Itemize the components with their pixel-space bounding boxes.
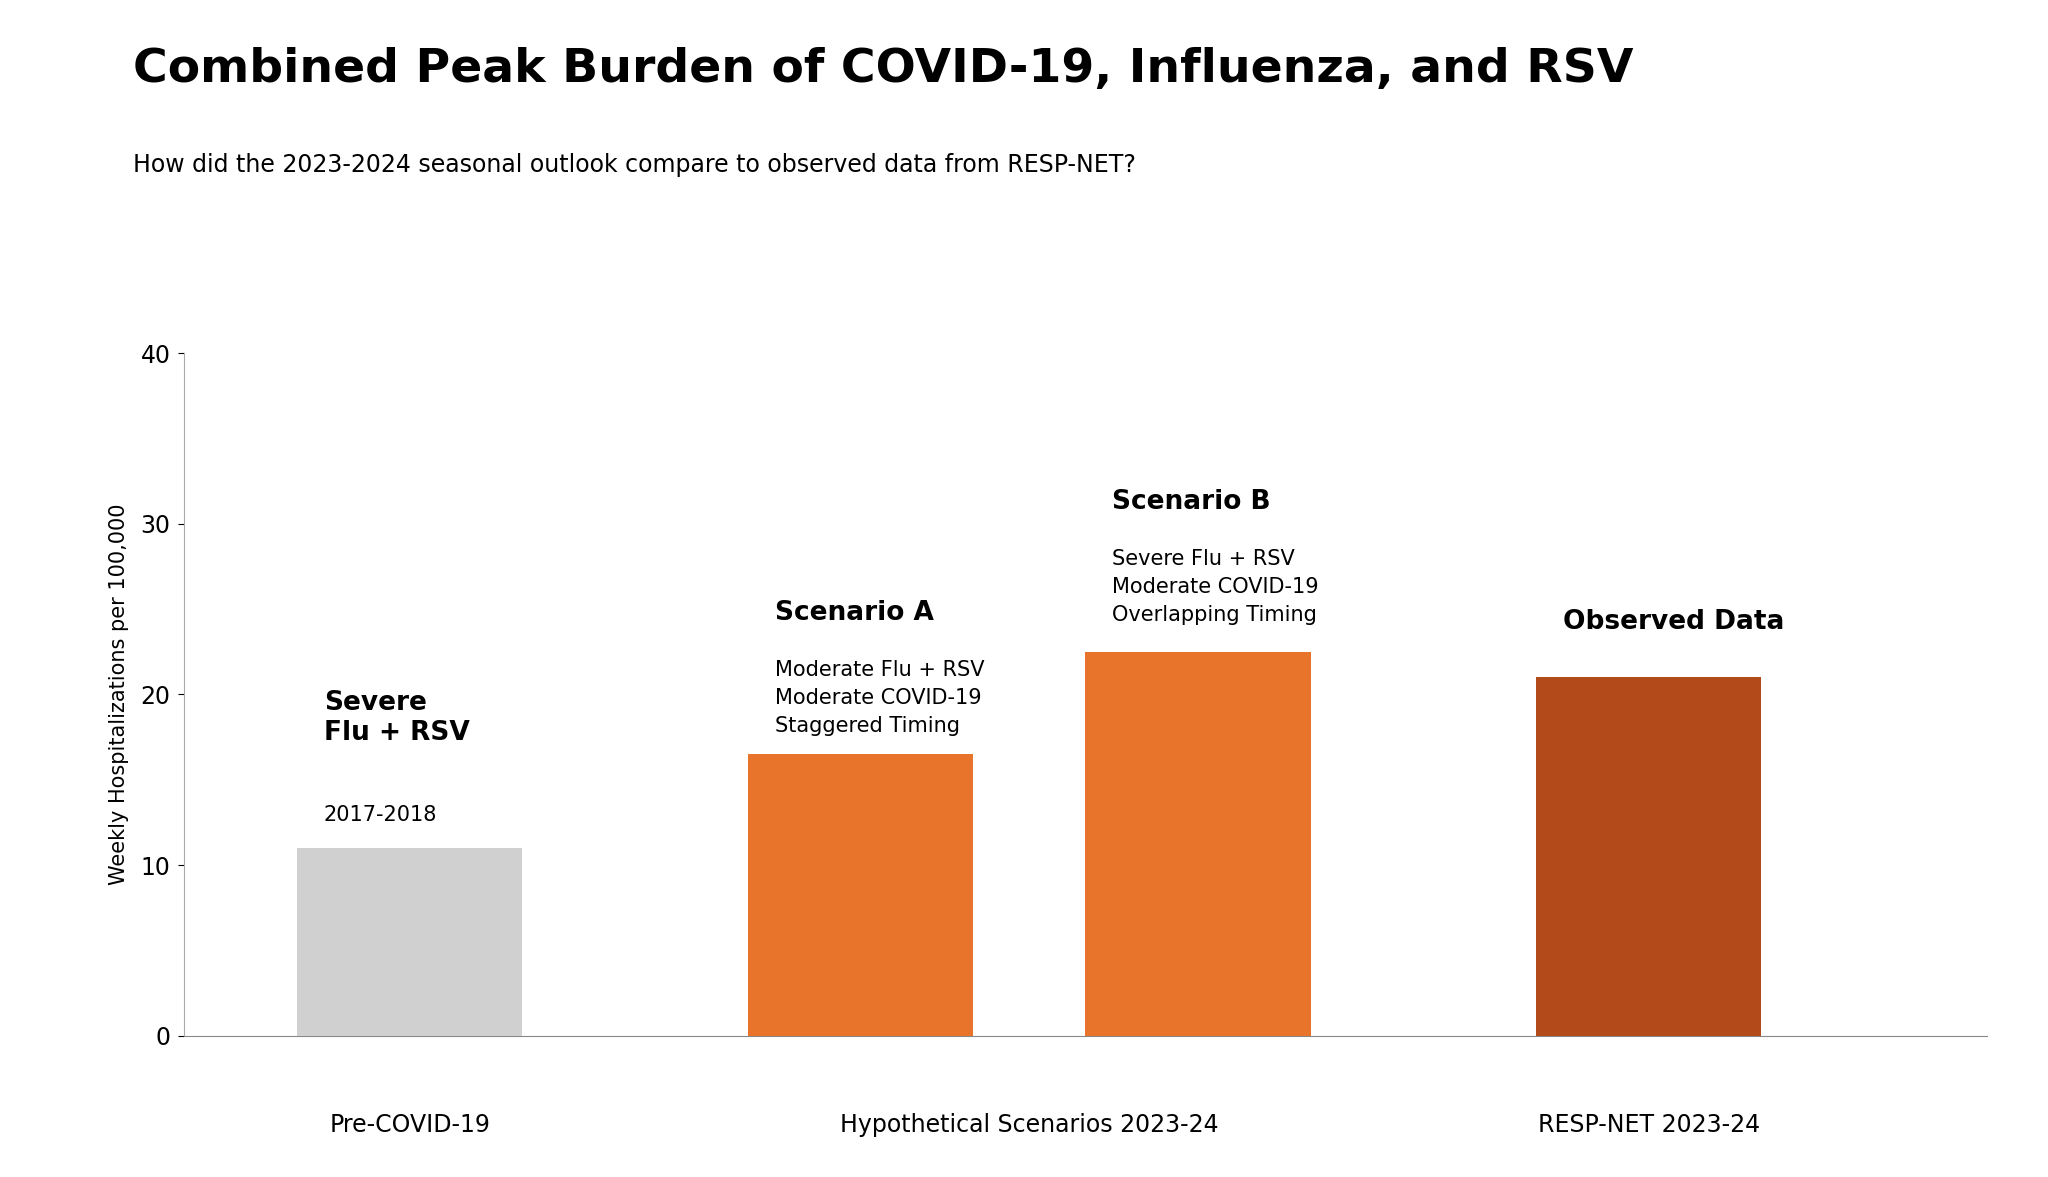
Text: Moderate Flu + RSV
Moderate COVID-19
Staggered Timing: Moderate Flu + RSV Moderate COVID-19 Sta… <box>774 660 983 737</box>
Text: How did the 2023-2024 seasonal outlook compare to observed data from RESP-NET?: How did the 2023-2024 seasonal outlook c… <box>133 153 1137 177</box>
Bar <box>748 754 973 1036</box>
Text: 2017-2018: 2017-2018 <box>324 805 438 825</box>
Text: Severe
Flu + RSV: Severe Flu + RSV <box>324 690 469 746</box>
Text: Combined Peak Burden of COVID-19, Influenza, and RSV: Combined Peak Burden of COVID-19, Influe… <box>133 47 1634 92</box>
Text: Pre-COVID-19: Pre-COVID-19 <box>330 1112 489 1137</box>
Text: Severe Flu + RSV
Moderate COVID-19
Overlapping Timing: Severe Flu + RSV Moderate COVID-19 Overl… <box>1112 550 1319 625</box>
Y-axis label: Weekly Hospitalizations per 100,000: Weekly Hospitalizations per 100,000 <box>109 504 129 885</box>
Text: Hypothetical Scenarios 2023-24: Hypothetical Scenarios 2023-24 <box>840 1112 1219 1137</box>
Text: Scenario A: Scenario A <box>774 600 934 626</box>
Bar <box>297 847 522 1036</box>
Text: RESP-NET 2023-24: RESP-NET 2023-24 <box>1538 1112 1759 1137</box>
Bar <box>1536 678 1761 1036</box>
Text: Scenario B: Scenario B <box>1112 490 1272 516</box>
Text: Observed Data: Observed Data <box>1563 609 1784 634</box>
Bar <box>1085 652 1311 1036</box>
